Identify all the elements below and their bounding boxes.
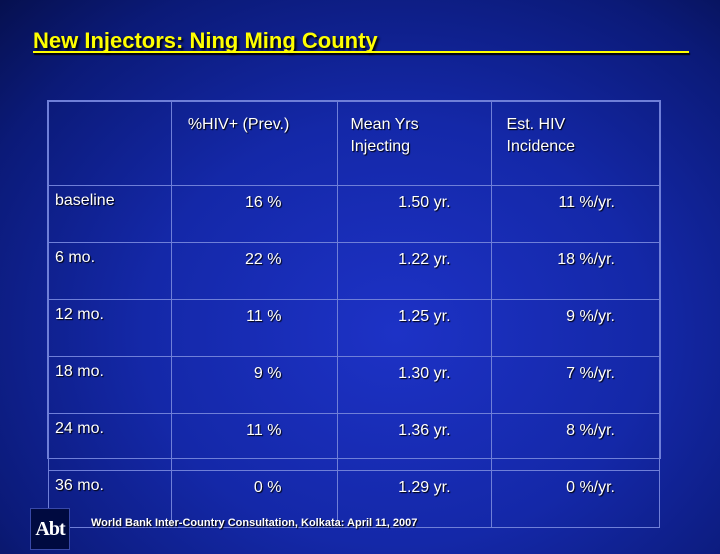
row-prevalence: 0 % [170, 470, 339, 528]
row-mean-years: 1.29 yr. [337, 470, 492, 528]
row-period: 12 mo. [48, 299, 172, 357]
row-prevalence: 11 % [170, 299, 339, 357]
row-incidence: 0 %/yr. [490, 470, 661, 528]
row-incidence: 8 %/yr. [490, 413, 661, 471]
header-mean-years: Mean Yrs Injecting [337, 101, 492, 186]
header-mean-years-line2: Injecting [350, 138, 411, 155]
header-prevalence-line1: %HIV+ (Prev.) [187, 116, 290, 133]
data-table: %HIV+ (Prev.) Mean Yrs Injecting Est. HI… [48, 101, 661, 528]
header-empty-cell [48, 101, 172, 186]
header-prevalence: %HIV+ (Prev.) [170, 101, 339, 186]
row-mean-years: 1.22 yr. [337, 242, 492, 300]
row-mean-years: 1.25 yr. [337, 299, 492, 357]
table-row: 6 mo. 22 % 1.22 yr. 18 %/yr. [48, 242, 661, 300]
table-row: 18 mo. 9 % 1.30 yr. 7 %/yr. [48, 356, 661, 414]
row-prevalence: 16 % [170, 185, 339, 243]
row-incidence: 7 %/yr. [490, 356, 661, 414]
table-row: 12 mo. 11 % 1.25 yr. 9 %/yr. [48, 299, 661, 357]
row-incidence: 9 %/yr. [490, 299, 661, 357]
row-prevalence: 9 % [170, 356, 339, 414]
row-mean-years: 1.36 yr. [337, 413, 492, 471]
table-row: baseline 16 % 1.50 yr. 11 %/yr. [48, 185, 661, 243]
footer-caption: World Bank Inter-Country Consultation, K… [91, 517, 418, 529]
header-incidence-line1: Est. HIV [506, 116, 566, 133]
header-incidence: Est. HIV Incidence [490, 101, 661, 186]
table-row: 24 mo. 11 % 1.36 yr. 8 %/yr. [48, 413, 661, 471]
row-prevalence: 11 % [170, 413, 339, 471]
row-period: baseline [48, 185, 172, 243]
row-mean-years: 1.30 yr. [337, 356, 492, 414]
abt-logo: Abt [30, 508, 70, 550]
row-mean-years: 1.50 yr. [337, 185, 492, 243]
title-underline [33, 51, 689, 53]
header-mean-years-line1: Mean Yrs [350, 116, 419, 133]
data-table-container: %HIV+ (Prev.) Mean Yrs Injecting Est. HI… [47, 100, 661, 528]
row-incidence: 11 %/yr. [490, 185, 661, 243]
header-incidence-line2: Incidence [506, 138, 576, 155]
slide-title: New Injectors: Ning Ming County [33, 28, 378, 53]
row-period: 18 mo. [48, 356, 172, 414]
row-incidence: 18 %/yr. [490, 242, 661, 300]
row-prevalence: 22 % [170, 242, 339, 300]
row-period: 24 mo. [48, 413, 172, 471]
table-header-row: %HIV+ (Prev.) Mean Yrs Injecting Est. HI… [48, 101, 661, 186]
row-period: 6 mo. [48, 242, 172, 300]
